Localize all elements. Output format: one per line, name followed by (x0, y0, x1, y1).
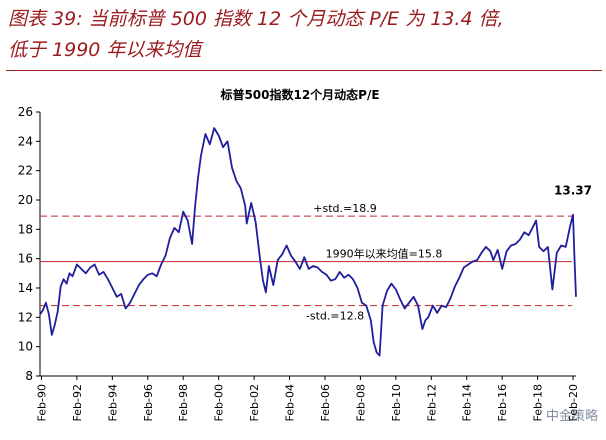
chart-title: 标普500指数12个月动态P/E (219, 87, 379, 102)
x-tick-label: Feb-02 (248, 384, 261, 421)
y-tick-label: 10 (18, 340, 33, 354)
x-tick-label: Feb-92 (71, 384, 84, 421)
plot-area: 8 10 12 14 16 18 20 22 24 26 Feb-90 Feb-92 Feb-94 Feb… (18, 105, 592, 421)
x-tick-label: Feb-96 (142, 384, 155, 421)
y-tick-label: 16 (18, 252, 33, 266)
watermark-text: 中金策略 (545, 409, 598, 424)
x-tick-label: Feb-06 (319, 384, 332, 421)
y-tick-label: 12 (18, 310, 33, 324)
y-tick-label: 24 (18, 134, 33, 148)
figure-caption-line1: 图表 39: 当前标普 500 指数 12 个月动态 P/E 为 13.4 倍, (8, 8, 504, 30)
y-tick-label: 22 (18, 164, 33, 178)
current-value-annotation: 13.37 (554, 184, 592, 198)
x-tick-label: Feb-18 (532, 384, 545, 421)
x-tick-label: Feb-08 (354, 384, 367, 421)
x-tick-label: Feb-04 (284, 384, 297, 421)
pe-series-line (39, 127, 577, 357)
x-tick-label: Feb-00 (213, 384, 226, 421)
x-tick-label: Feb-94 (106, 384, 119, 421)
y-tick-label: 26 (18, 105, 33, 119)
y-tick-label: 8 (25, 369, 33, 383)
x-tick-label: Feb-12 (425, 384, 438, 421)
figure-caption: 图表 39: 当前标普 500 指数 12 个月动态 P/E 为 13.4 倍,… (8, 4, 598, 66)
x-tick-label: Feb-98 (177, 384, 190, 421)
x-tick-label: Feb-90 (35, 384, 48, 421)
plus-std-label: +std.=18.9 (313, 202, 376, 215)
figure-caption-line2: 低于 1990 年以来均值 (8, 39, 202, 61)
caption-divider (6, 70, 602, 71)
y-tick-label: 14 (18, 281, 33, 295)
y-tick-label: 20 (18, 193, 33, 207)
y-tick-label: 18 (18, 222, 33, 236)
minus-std-label: -std.=12.8 (306, 310, 364, 323)
x-tick-label: Feb-10 (390, 384, 403, 421)
mean-label: 1990年以来均值=15.8 (326, 247, 443, 261)
x-tick-label: Feb-20 (567, 384, 580, 421)
x-tick-label: Feb-14 (461, 384, 474, 421)
x-tick-label: Feb-16 (496, 384, 509, 421)
